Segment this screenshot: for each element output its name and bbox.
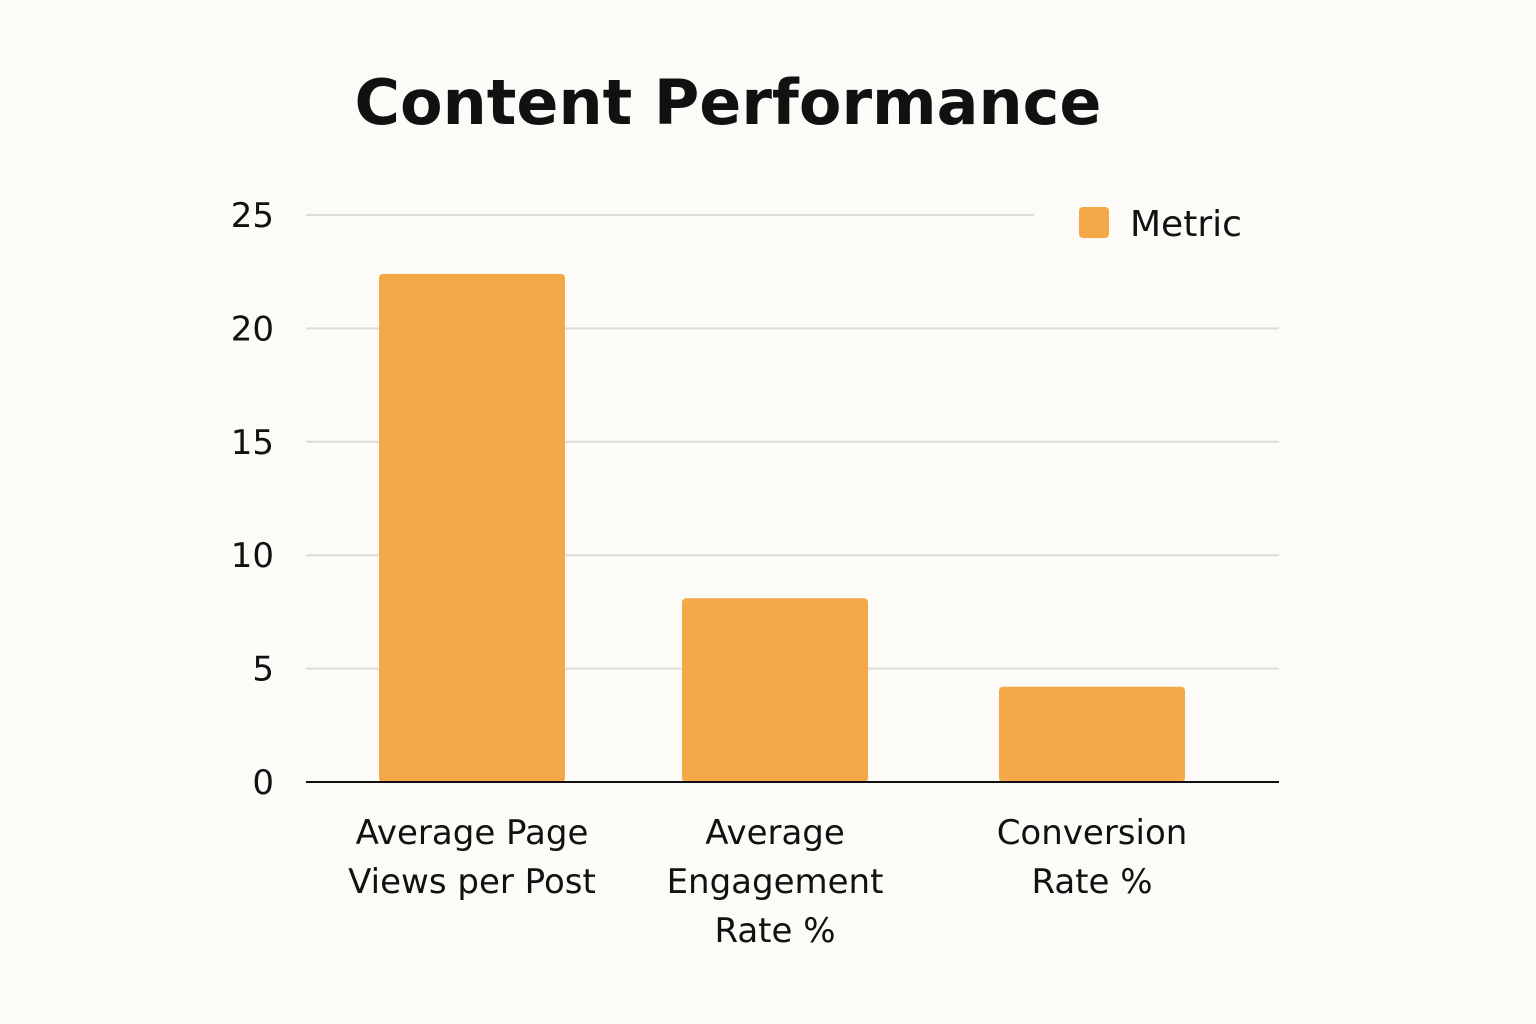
x-category-label-line: Views per Post <box>348 862 596 902</box>
x-axis-categories: Average Page Views per Post Average Engagem… <box>348 813 1187 951</box>
x-category-label: Average Engagement Rate % <box>667 813 884 951</box>
y-axis-ticks: 0 5 10 15 20 25 <box>231 196 274 803</box>
bar <box>682 598 868 782</box>
bar <box>999 686 1185 782</box>
x-category-label-line: Average <box>705 813 845 853</box>
legend: Metric <box>1079 204 1242 245</box>
x-category-label-line: Average Page <box>356 813 589 853</box>
x-category-label-line: Engagement <box>667 862 884 902</box>
y-tick-label: 5 <box>252 650 274 690</box>
bars <box>379 273 1185 782</box>
x-category-label-line: Conversion <box>997 813 1188 853</box>
legend-label: Metric <box>1130 204 1242 245</box>
x-category-label: Average Page Views per Post <box>348 813 596 902</box>
y-tick-label: 15 <box>231 423 274 463</box>
x-category-label-line: Rate % <box>714 911 835 951</box>
legend-swatch <box>1079 207 1109 238</box>
x-category-label-line: Rate % <box>1031 862 1152 902</box>
y-tick-label: 10 <box>231 536 274 576</box>
y-tick-label: 0 <box>252 763 274 803</box>
chart-title: Content Performance <box>355 66 1102 139</box>
bar <box>379 273 565 782</box>
y-tick-label: 20 <box>231 309 274 349</box>
y-tick-label: 25 <box>231 196 274 236</box>
x-category-label: Conversion Rate % <box>997 813 1188 902</box>
